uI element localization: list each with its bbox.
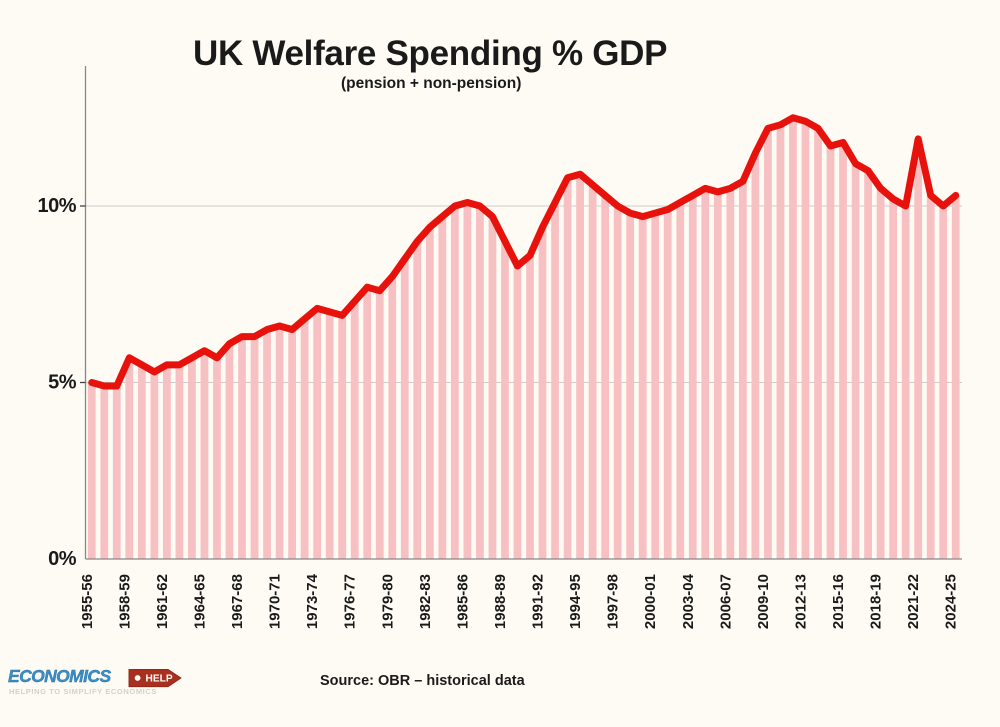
svg-text:1997-98: 1997-98 — [605, 574, 622, 629]
svg-text:1973-74: 1973-74 — [304, 573, 321, 629]
svg-text:1994-95: 1994-95 — [567, 574, 584, 629]
svg-text:1964-65: 1964-65 — [191, 574, 208, 629]
svg-text:HELP: HELP — [146, 674, 173, 685]
svg-text:2021-22: 2021-22 — [905, 574, 922, 629]
svg-text:5%: 5% — [48, 372, 77, 394]
svg-text:1982-83: 1982-83 — [417, 574, 434, 629]
svg-text:2018-19: 2018-19 — [868, 574, 885, 629]
svg-text:1988-89: 1988-89 — [492, 574, 509, 629]
svg-text:1961-62: 1961-62 — [154, 574, 171, 629]
svg-text:1976-77: 1976-77 — [342, 574, 359, 629]
svg-text:2015-16: 2015-16 — [830, 574, 847, 629]
svg-text:2006-07: 2006-07 — [717, 574, 734, 629]
svg-text:1991-92: 1991-92 — [530, 574, 547, 629]
svg-text:1970-71: 1970-71 — [267, 574, 284, 629]
svg-text:1967-68: 1967-68 — [229, 574, 246, 629]
svg-text:1985-86: 1985-86 — [454, 574, 471, 629]
svg-text:2003-04: 2003-04 — [680, 573, 697, 629]
svg-text:2009-10: 2009-10 — [755, 574, 772, 629]
svg-text:2000-01: 2000-01 — [642, 574, 659, 629]
svg-text:1958-59: 1958-59 — [116, 574, 133, 629]
svg-text:1955-56: 1955-56 — [79, 574, 96, 629]
svg-text:10%: 10% — [37, 195, 76, 217]
svg-text:1979-80: 1979-80 — [379, 574, 396, 629]
svg-text:2012-13: 2012-13 — [792, 574, 809, 629]
svg-text:0%: 0% — [48, 548, 77, 570]
svg-text:2024-25: 2024-25 — [943, 574, 960, 629]
